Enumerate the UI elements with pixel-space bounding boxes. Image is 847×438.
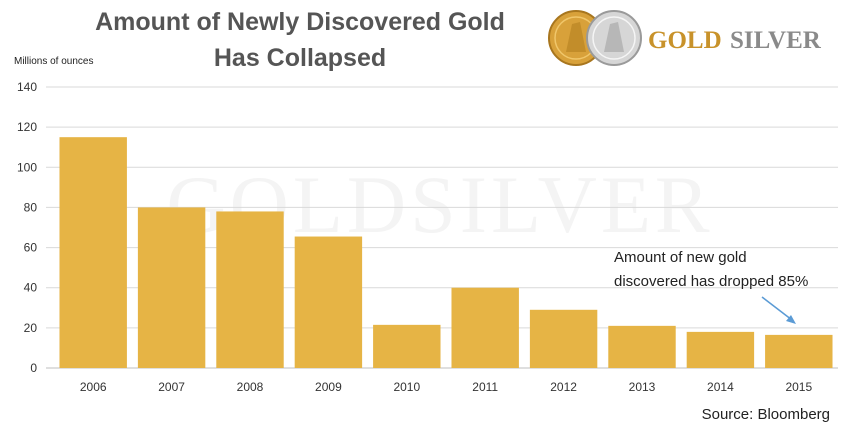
annotation-arrow-icon xyxy=(761,296,796,324)
logo-word-silver: SILVER xyxy=(730,27,822,54)
bar-2007 xyxy=(137,207,206,368)
logo-word-gold: GOLD xyxy=(648,27,722,54)
x-tick-label: 2015 xyxy=(785,380,812,394)
x-axis-ticks: 2006 2007 2008 2009 2010 2011 2012 2013 2014 2015 xyxy=(80,380,813,394)
y-tick-label: 60 xyxy=(24,241,38,255)
x-tick-label: 2013 xyxy=(629,380,656,394)
bars xyxy=(59,137,833,368)
y-tick-label: 120 xyxy=(17,120,37,134)
y-tick-label: 140 xyxy=(17,80,37,94)
x-tick-label: 2014 xyxy=(707,380,734,394)
y-tick-label: 40 xyxy=(24,281,38,295)
coins-logo-icon xyxy=(548,10,642,66)
chart-title-line-2: Has Collapsed xyxy=(214,44,386,72)
x-tick-label: 2008 xyxy=(237,380,264,394)
source-note: Source: Bloomberg xyxy=(702,406,830,423)
bar-2011 xyxy=(451,287,519,368)
bar-2009 xyxy=(294,236,363,368)
y-tick-label: 100 xyxy=(17,160,37,174)
x-tick-label: 2010 xyxy=(393,380,420,394)
chart-title-line-1: Amount of Newly Discovered Gold xyxy=(95,8,505,36)
bar-2006 xyxy=(59,137,127,368)
y-tick-label: 20 xyxy=(24,321,38,335)
y-axis-ticks: 0 20 40 60 80 100 120 140 xyxy=(17,80,37,375)
y-tick-label: 80 xyxy=(24,200,38,214)
bar-2015 xyxy=(765,334,833,368)
bar-2010 xyxy=(373,324,441,368)
bar-2013 xyxy=(608,325,676,368)
y-axis-unit-label: Millions of ounces xyxy=(14,56,93,67)
bar-2008 xyxy=(216,211,284,368)
x-tick-label: 2011 xyxy=(472,380,498,394)
annotation-line-2: discovered has dropped 85% xyxy=(614,273,808,290)
y-tick-label: 0 xyxy=(30,361,37,375)
x-tick-label: 2007 xyxy=(158,380,185,394)
annotation-line-1: Amount of new gold xyxy=(614,249,747,266)
x-tick-label: 2009 xyxy=(315,380,342,394)
x-tick-label: 2012 xyxy=(550,380,577,394)
bar-2012 xyxy=(529,309,598,368)
x-tick-label: 2006 xyxy=(80,380,107,394)
bar-2014 xyxy=(686,331,755,368)
